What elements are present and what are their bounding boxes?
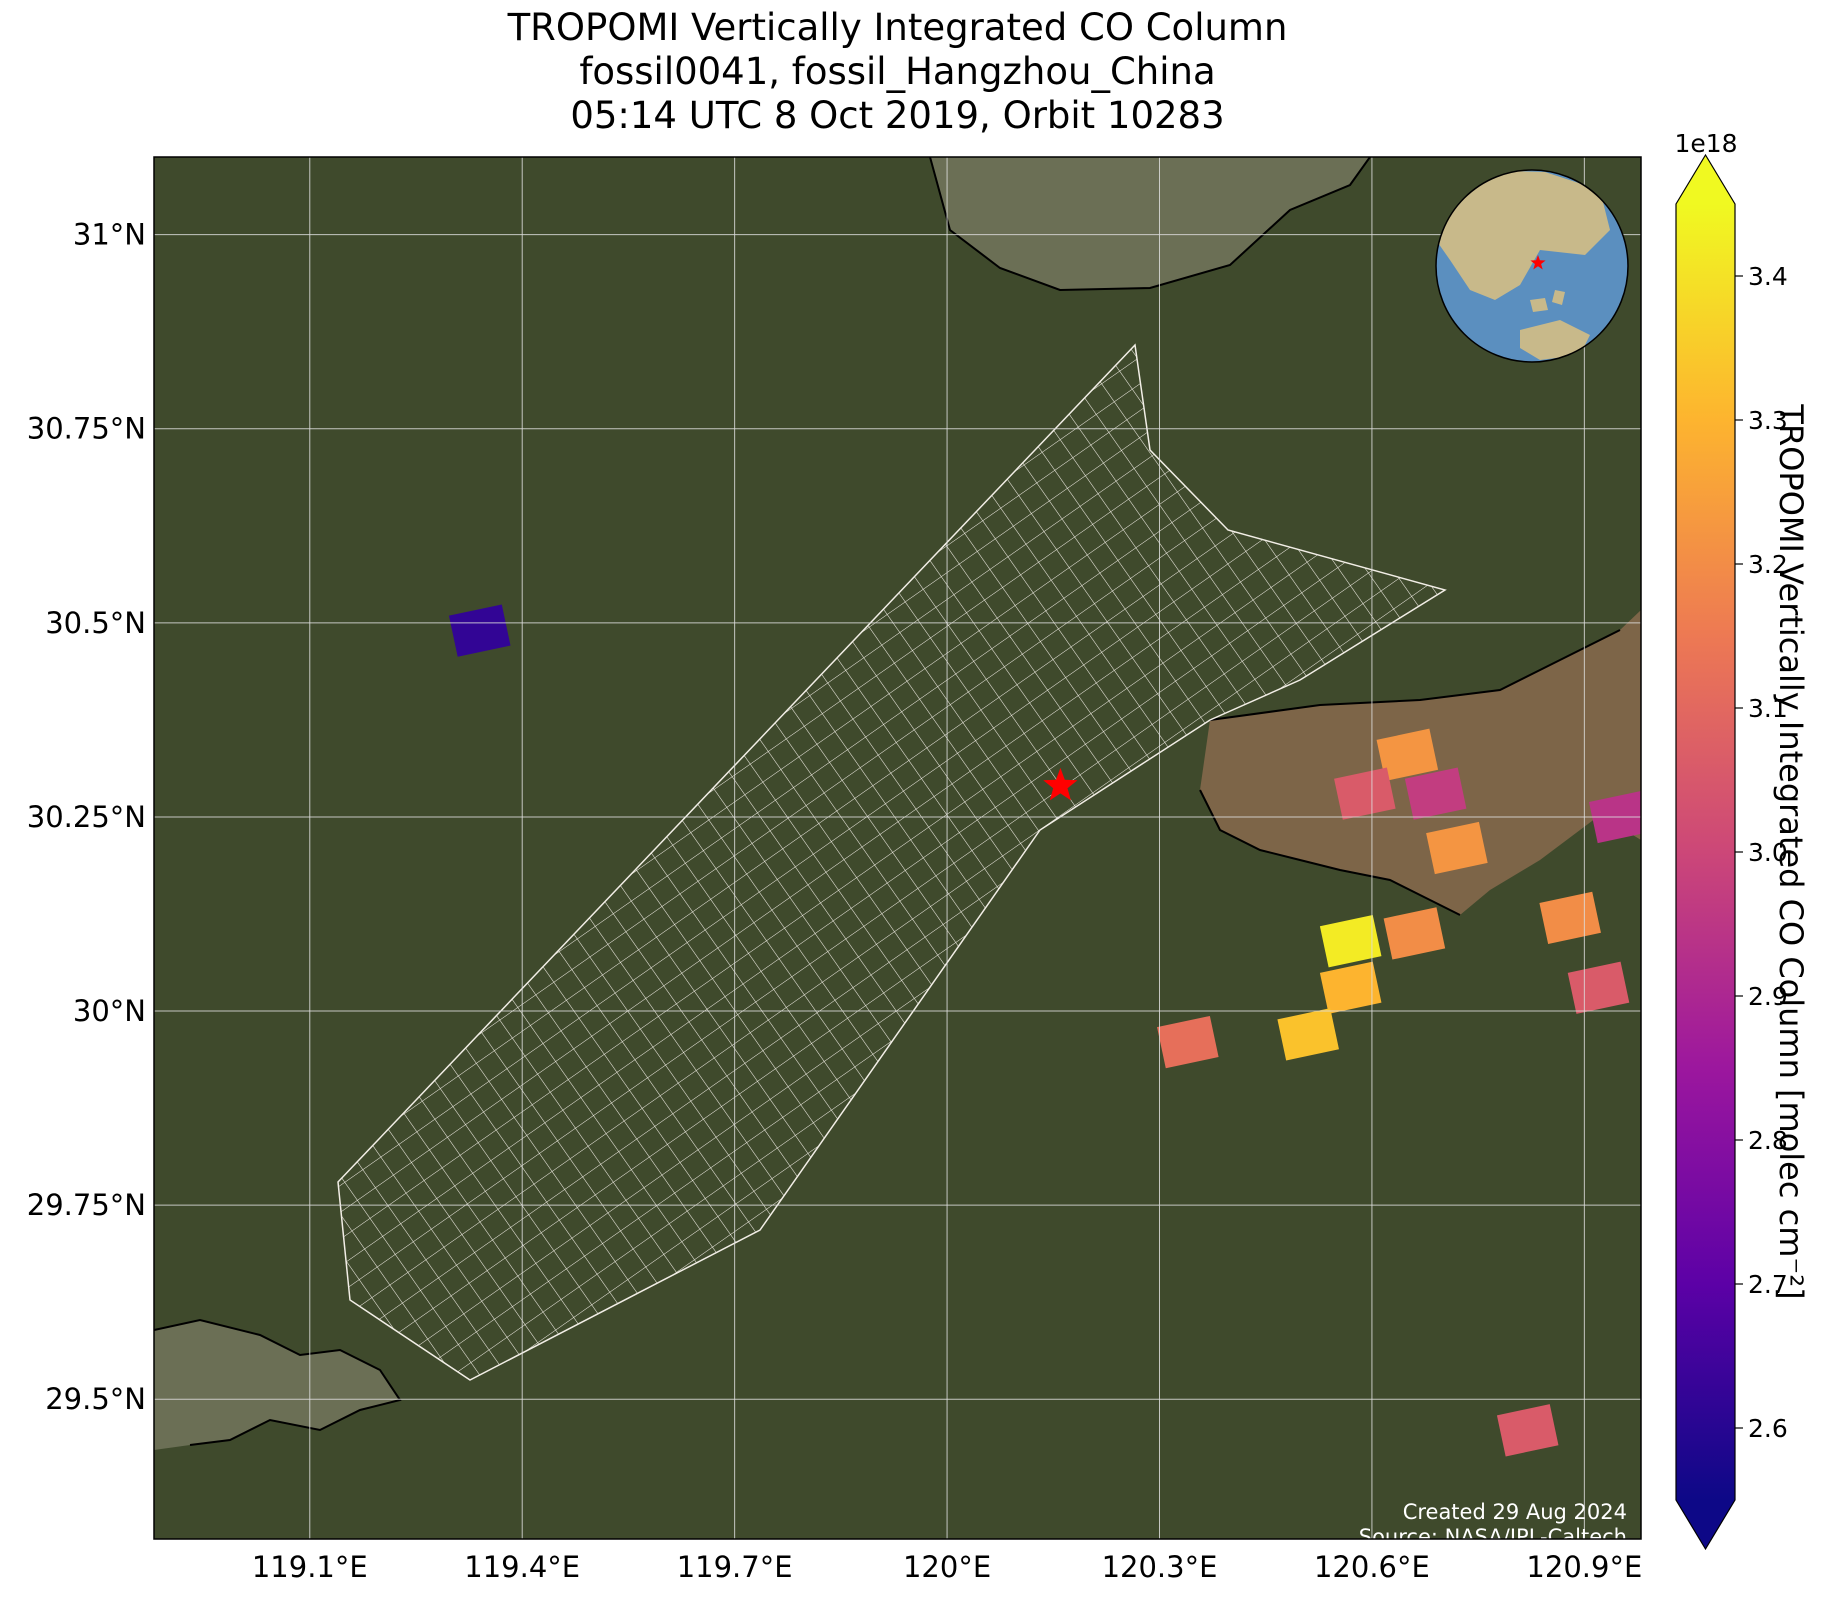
colorbar-tick-label: 3.3 (1748, 406, 1788, 435)
star-icon (1043, 767, 1078, 801)
colorbar-gradient (1676, 204, 1735, 1500)
lat-tick-label: 31°N (73, 218, 146, 252)
figure-title: TROPOMI Vertically Integrated CO Column … (154, 6, 1641, 138)
lat-tick-label: 30.5°N (45, 606, 146, 640)
lat-tick-label: 29.5°N (45, 1382, 146, 1416)
lake-taihu-shape (930, 157, 1370, 290)
inset-globe (1435, 169, 1629, 363)
lon-tick-label: 119.1°E (252, 1550, 368, 1584)
title-line-1: TROPOMI Vertically Integrated CO Column (507, 6, 1288, 49)
colorbar-tick-label: 2.8 (1748, 1126, 1788, 1155)
colorbar-ticks: 2.6 2.7 2.8 2.9 3.0 3.1 3.2 3.3 3.4 (1735, 262, 1788, 1443)
map-frame (153, 156, 1642, 1540)
coastline (154, 157, 1621, 1446)
co-pixel (1319, 961, 1382, 1014)
qiandao-lake-shape (154, 1320, 400, 1450)
lon-tick-label: 120°E (903, 1550, 991, 1584)
colorbar: 1e18 2.6 2.7 2.8 2.9 3.0 3.1 3.2 3.3 3.4 TROPOMI… (1674, 129, 1810, 1551)
globe-australia-landmass (1520, 320, 1590, 360)
colorbar-tick-label: 2.7 (1748, 1270, 1788, 1299)
co-pixel (1539, 891, 1601, 945)
lat-tick-label: 30.25°N (27, 800, 146, 834)
co-pixel (1277, 1008, 1339, 1061)
globe-outline (1435, 169, 1629, 363)
co-pixel (1567, 961, 1630, 1014)
lat-tick-label: 29.75°N (27, 1188, 146, 1222)
colorbar-multiplier: 1e18 (1674, 129, 1737, 158)
map-panel[interactable]: Created 29 Aug 2024 Source: NASA/JPL-Cal… (154, 157, 1651, 1549)
credit-source: Source: NASA/JPL-Caltech (1359, 1525, 1627, 1549)
title-line-3: 05:14 UTC 8 Oct 2019, Orbit 10283 (570, 94, 1225, 137)
colorbar-extend-max (1676, 155, 1735, 204)
lon-tick-label: 119.7°E (677, 1550, 793, 1584)
co-pixel (1376, 728, 1439, 781)
colorbar-tick-label: 3.1 (1748, 694, 1788, 723)
tropomi-footprint-swath (337, 343, 1447, 1381)
co-pixel (1157, 1015, 1219, 1069)
lat-tick-label: 30°N (73, 994, 146, 1028)
globe-star-icon (1530, 255, 1546, 270)
globe-islands (1530, 290, 1565, 312)
credit-created: Created 29 Aug 2024 (1403, 1500, 1627, 1524)
lon-tick-label: 120.6°E (1314, 1550, 1430, 1584)
title-line-2: fossil0041, fossil_Hangzhou_China (579, 50, 1216, 93)
co-pixel (1496, 1404, 1559, 1457)
co-column-pixels (448, 604, 1641, 1457)
co-pixel (1334, 767, 1396, 820)
co-pixel (1319, 915, 1382, 968)
axis-tick-labels: 119.1°E 119.4°E 119.7°E 120°E 120.3°E 120.6°E… (27, 218, 1643, 1584)
lon-tick-label: 120.9°E (1526, 1550, 1642, 1584)
co-pixel (1404, 767, 1467, 820)
colorbar-extend-min (1676, 1500, 1735, 1549)
globe-asia-landmass (1436, 170, 1610, 300)
colorbar-outline (1675, 153, 1736, 1551)
colorbar-tick-label: 2.9 (1748, 982, 1788, 1011)
co-pixel (448, 604, 511, 657)
colorbar-tick-label: 3.0 (1748, 838, 1788, 867)
co-pixel (1383, 907, 1446, 960)
lon-tick-label: 120.3°E (1102, 1550, 1218, 1584)
colorbar-tick-label: 3.4 (1748, 262, 1788, 291)
colorbar-label: TROPOMI Vertically Integrated CO Column … (1772, 403, 1810, 1299)
colorbar-tick-label: 2.6 (1748, 1414, 1788, 1443)
colorbar-tick-label: 3.2 (1748, 550, 1788, 579)
lat-tick-label: 30.75°N (27, 412, 146, 446)
co-pixel (1426, 821, 1488, 875)
lon-tick-label: 119.4°E (464, 1550, 580, 1584)
graticule (154, 157, 1641, 1539)
target-site (1043, 767, 1078, 801)
